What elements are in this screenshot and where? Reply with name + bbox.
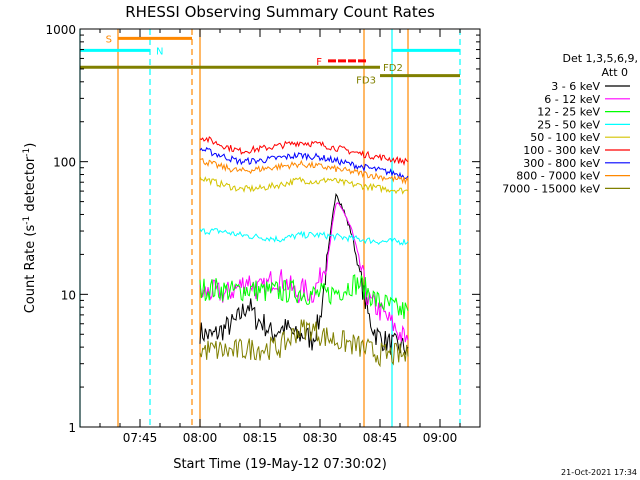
series-line-8 <box>199 319 409 368</box>
x-axis-label: Start Time (19-May-12 07:30:02) <box>173 457 387 472</box>
plot-layer: S N F FD2 FD3 <box>79 29 461 427</box>
y-label-sup2: -1 <box>22 148 32 157</box>
series-line-0 <box>199 192 409 356</box>
chart-title: RHESSI Observing Summary Count Rates <box>125 3 435 21</box>
legend-entry-2: 12 - 25 keV <box>537 106 600 119</box>
legend-entry-3: 25 - 50 keV <box>537 118 600 131</box>
y-tick-label-2: 100 <box>53 156 76 170</box>
series-line-4 <box>199 176 409 195</box>
flag-label-5: FD3 <box>356 76 376 87</box>
series-line-2 <box>199 274 409 320</box>
y-label-sup1: -1 <box>22 216 32 225</box>
x-tick-label-3: 08:30 <box>303 431 338 445</box>
y-tick-label-3: 1000 <box>45 23 76 37</box>
flag-label-4: FD2 <box>383 63 403 74</box>
x-tick-label-0: 07:45 <box>123 431 158 445</box>
legend-entry-5: 100 - 300 keV <box>523 144 600 157</box>
series-line-7 <box>199 157 409 185</box>
legend-entry-4: 50 - 100 keV <box>530 131 600 144</box>
legend-entry-6: 300 - 800 keV <box>523 157 600 170</box>
x-tick-label-4: 08:45 <box>363 431 398 445</box>
y-label-end: ) <box>23 143 38 148</box>
series-line-6 <box>199 146 409 180</box>
legend-entry-1: 6 - 12 keV <box>544 93 600 106</box>
flag-label-0: S <box>106 34 112 45</box>
x-tick-label-2: 08:15 <box>243 431 278 445</box>
y-tick-label-0: 1 <box>68 421 76 435</box>
plot-frame <box>79 28 481 428</box>
legend-entry-7: 800 - 7000 keV <box>516 170 600 183</box>
flag-label-3: F <box>316 57 322 68</box>
legend-entry-0: 3 - 6 keV <box>551 80 600 93</box>
y-label-main: Count Rate (s <box>23 225 38 314</box>
flag-label-1: N <box>156 46 163 57</box>
y-axis-label: Count Rate (s-1 detector-1) <box>22 143 38 314</box>
legend-entry-8: 7000 - 15000 keV <box>502 182 600 195</box>
x-tick-label-5: 09:00 <box>423 431 458 445</box>
legend-header-2: Att 0 <box>602 66 628 79</box>
y-tick-label-1: 10 <box>61 288 76 302</box>
series-line-3 <box>199 228 409 246</box>
axis-layer: 07:45 08:00 08:15 08:30 08:45 09:00 1 10 100 1000 <box>45 23 480 445</box>
legend-header-1: Det 1,3,5,6,9, <box>562 52 638 65</box>
footer-timestamp: 21-Oct-2021 17:34 <box>561 468 637 477</box>
x-tick-label-1: 08:00 <box>183 431 218 445</box>
series-line-5 <box>199 136 409 167</box>
y-label-mid: detector <box>23 156 38 216</box>
